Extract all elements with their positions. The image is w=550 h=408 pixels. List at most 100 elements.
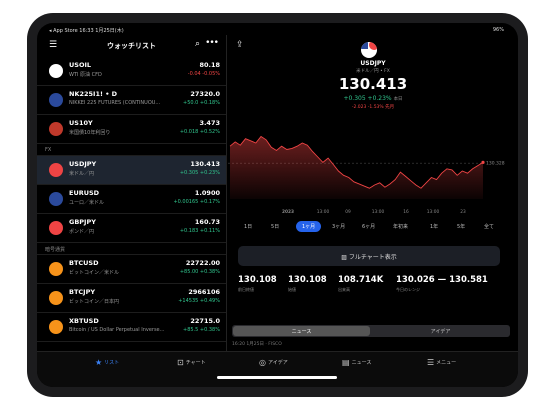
- tab-bar-item-2[interactable]: ◎ アイデア: [259, 358, 288, 367]
- symbol-change: +50.0 +0.18%: [183, 100, 220, 106]
- symbol-ticker: NK225I1! • D: [69, 90, 118, 98]
- symbol-ticker: XBTUSD: [69, 317, 99, 325]
- symbol-logo-icon: [49, 291, 63, 305]
- symbol-change: +85.00 +0.38%: [179, 269, 220, 275]
- fx-section-label: FX: [37, 144, 226, 156]
- tab-bar-item-0[interactable]: ★ リスト: [95, 358, 119, 367]
- watchlist-row-us10y[interactable]: US10Y 米国債10年利回り 3.473 +0.018 +0.52%: [37, 115, 226, 144]
- battery-label: 96%: [492, 27, 504, 33]
- stat-value: 130.108: [288, 275, 327, 285]
- symbol-price: 1.0900: [194, 189, 220, 197]
- chart-icon: ▨: [341, 254, 347, 261]
- period-4[interactable]: 6ヶ月: [362, 224, 376, 230]
- news-headline[interactable]: 16:20 1月25日 · FISCO: [232, 342, 282, 347]
- period-2[interactable]: 1ヶ月: [296, 221, 322, 232]
- detail-change-today: +0.305 +0.23% 本日: [343, 95, 403, 102]
- period-8[interactable]: 全て: [484, 224, 495, 230]
- period-6[interactable]: 1年: [430, 224, 439, 230]
- period-3[interactable]: 3ヶ月: [332, 224, 346, 230]
- watchlist-row-btcusd[interactable]: BTCUSD ビットコイン／米ドル 22722.00 +85.00 +0.38%: [37, 255, 226, 284]
- symbol-change: -0.04 -0.05%: [187, 71, 220, 77]
- home-indicator: [217, 376, 337, 379]
- period-0[interactable]: 1日: [244, 224, 253, 230]
- stat-key: 出来高: [338, 287, 350, 292]
- tab-bar-label: リスト: [104, 360, 120, 366]
- symbol-description: ビットコイン／米ドル: [69, 270, 120, 276]
- symbol-price: 3.473: [199, 119, 220, 127]
- symbol-change: +0.018 +0.52%: [179, 129, 220, 135]
- symbol-price: 160.73: [194, 218, 220, 226]
- detail-name: 米ドル／円 • FX: [356, 69, 390, 74]
- watchlist-row-nk225i1d[interactable]: NK225I1! • D NIKKEI 225 FUTURES (CONTINUO…: [37, 86, 226, 115]
- tab-news[interactable]: ニュース: [233, 326, 370, 336]
- period-selector: 1日 5日 1ヶ月 3ヶ月 6ヶ月 年初来 1年 5年 全て: [238, 221, 508, 234]
- watchlist-row-btcjpy[interactable]: BTCJPY ビットコイン／日本円 2966106 +14535 +0.49%: [37, 284, 226, 313]
- bottom-tab-bar: ★ リスト ⊡ チャート ◎ アイデア ▤ ニュース ☰ メニュー: [37, 351, 518, 387]
- symbol-price: 80.18: [199, 61, 220, 69]
- x-tick-label: 13:00: [372, 209, 385, 215]
- symbol-logo-icon: [49, 93, 63, 107]
- price-chart[interactable]: 130.328 2023 13:00 09 13:00 16 13:00 23: [228, 121, 518, 216]
- news-ideas-tabs: ニュース アイデア: [232, 325, 510, 337]
- tab-bar-icon: ★: [95, 358, 103, 367]
- tab-bar-icon: ◎: [259, 358, 266, 367]
- watchlist-row-xbtusd[interactable]: XBTUSD Bitcoin / US Dollar Perpetual Inve…: [37, 313, 226, 342]
- symbol-price: 22715.0: [190, 317, 220, 325]
- symbol-description: ユーロ／米ドル: [69, 200, 105, 206]
- watchlist-title: ウォッチリスト: [107, 42, 156, 50]
- x-tick-label: 13:00: [317, 209, 330, 215]
- stat-value: 130.026 — 130.581: [396, 275, 488, 285]
- stat-item: 130.026 — 130.581 今日のレンジ: [396, 275, 488, 293]
- symbol-ticker: US10Y: [69, 119, 93, 127]
- symbol-ticker: USDJPY: [69, 160, 97, 168]
- watchlist-row-eurusd[interactable]: EURUSD ユーロ／米ドル 1.0900 +0.00165 +0.17%: [37, 185, 226, 214]
- stat-key: 今日のレンジ: [396, 287, 420, 292]
- symbol-description: WTI 原油 CFD: [69, 72, 102, 78]
- status-bar: ◂ App Store 16:33 1月25日(木) 96%: [37, 23, 518, 35]
- period-1[interactable]: 5日: [271, 224, 280, 230]
- more-icon[interactable]: •••: [205, 38, 219, 48]
- x-tick-label: 23: [460, 209, 466, 215]
- symbol-logo-icon: [49, 320, 63, 334]
- symbol-change: +0.00165 +0.17%: [173, 199, 220, 205]
- watchlist-row-usdjpy[interactable]: USDJPY 米ドル／円 130.413 +0.305 +0.23%: [37, 156, 226, 185]
- symbol-description: 米国債10年利回り: [69, 130, 111, 136]
- tab-bar-item-3[interactable]: ▤ ニュース: [342, 358, 371, 367]
- watchlist-group-top: USOIL WTI 原油 CFD 80.18 -0.04 -0.05% NK225I1!…: [37, 57, 226, 144]
- symbol-description: Bitcoin / US Dollar Perpetual Inverse...: [69, 327, 165, 333]
- x-tick-label: 09: [345, 209, 351, 215]
- symbol-logo-icon: [49, 192, 63, 206]
- tab-bar-item-1[interactable]: ⊡ チャート: [177, 358, 206, 367]
- stat-key: 始値: [288, 287, 296, 292]
- watchlist-row-gbpjpy[interactable]: GBPJPY ポンド／円 160.73 +0.183 +0.11%: [37, 214, 226, 243]
- detail-price: 130.413: [338, 75, 408, 93]
- symbol-description: NIKKEI 225 FUTURES (CONTINUOU...: [69, 100, 161, 106]
- stat-value: 130.108: [238, 275, 277, 285]
- crypto-section-label: 暗号通貨: [37, 243, 226, 255]
- period-5[interactable]: 年初来: [393, 224, 409, 230]
- symbol-logo-icon: [49, 163, 63, 177]
- list-icon[interactable]: ☰: [49, 40, 58, 50]
- detail-change-month: -2.023 -1.53% 先月: [351, 105, 395, 110]
- symbol-price: 2966106: [188, 288, 220, 296]
- symbol-price: 22722.00: [185, 259, 220, 267]
- symbol-description: ビットコイン／日本円: [69, 299, 120, 305]
- period-7[interactable]: 5年: [457, 224, 466, 230]
- share-icon[interactable]: ⇪: [236, 40, 244, 50]
- tab-bar-label: ニュース: [351, 360, 372, 366]
- stat-item: 130.108 前日終値: [238, 275, 277, 293]
- stat-value: 108.714K: [338, 275, 384, 285]
- price-line: [229, 135, 484, 189]
- tab-bar-label: チャート: [185, 360, 206, 366]
- tab-bar-label: アイデア: [267, 360, 288, 366]
- full-chart-button[interactable]: ▨ フルチャート表示: [238, 246, 500, 266]
- tab-ideas[interactable]: アイデア: [430, 329, 451, 335]
- symbol-logo-icon: [49, 262, 63, 276]
- symbol-ticker: BTCJPY: [69, 288, 96, 296]
- tab-bar-item-4[interactable]: ☰ メニュー: [427, 358, 456, 367]
- price-area: [230, 136, 483, 199]
- watchlist-group-crypto: BTCUSD ビットコイン／米ドル 22722.00 +85.00 +0.38% BTC…: [37, 255, 226, 342]
- search-icon[interactable]: ⌕: [194, 39, 200, 49]
- watchlist-row-usoil[interactable]: USOIL WTI 原油 CFD 80.18 -0.04 -0.05%: [37, 57, 226, 86]
- watchlist-group-fx: USDJPY 米ドル／円 130.413 +0.305 +0.23% EURUSD ユーロ…: [37, 156, 226, 243]
